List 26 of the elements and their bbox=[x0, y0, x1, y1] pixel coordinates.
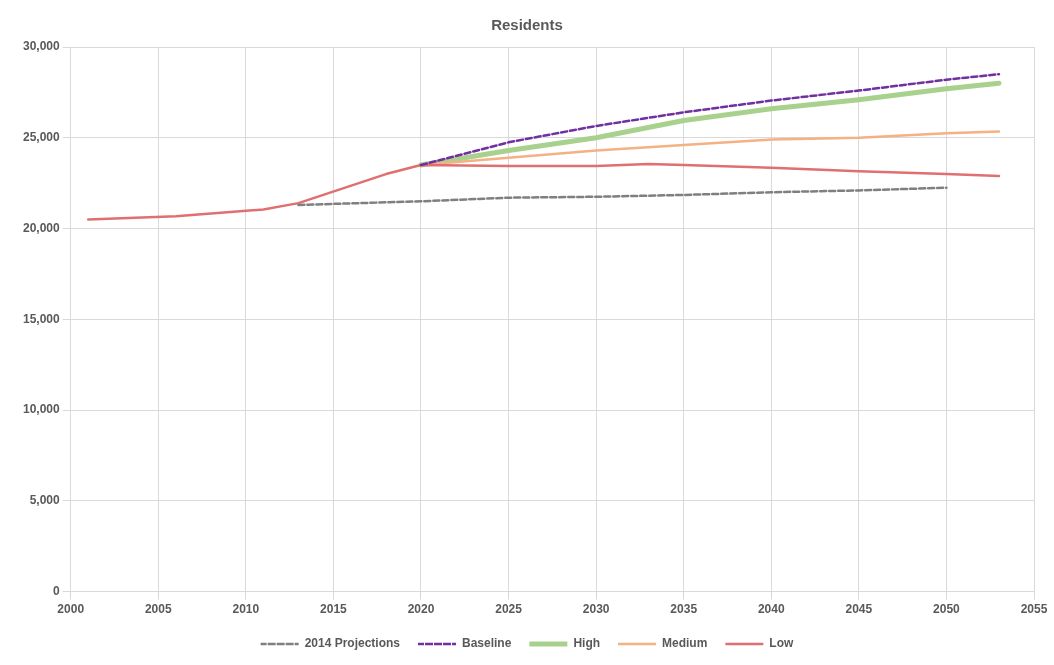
x-tick-label: 2020 bbox=[407, 602, 435, 617]
x-tick-label: 2015 bbox=[320, 602, 348, 617]
legend-label: Baseline bbox=[462, 636, 512, 651]
chart-title: Residents bbox=[491, 16, 563, 34]
y-tick-label: 0 bbox=[53, 583, 61, 598]
x-tick-label: 2010 bbox=[232, 602, 260, 617]
y-tick-label: 5,000 bbox=[29, 493, 61, 508]
legend-label: Low bbox=[769, 636, 795, 651]
legend-label: Medium bbox=[662, 636, 708, 651]
y-tick-label: 25,000 bbox=[23, 130, 61, 145]
x-tick-label: 2000 bbox=[57, 602, 85, 617]
x-tick-label: 2050 bbox=[933, 602, 961, 617]
x-tick-label: 2025 bbox=[495, 602, 523, 617]
y-tick-label: 30,000 bbox=[23, 39, 61, 54]
x-tick-label: 2035 bbox=[670, 602, 698, 617]
x-tick-label: 2055 bbox=[1020, 602, 1048, 617]
y-tick-label: 20,000 bbox=[23, 220, 61, 235]
x-tick-label: 2040 bbox=[757, 602, 785, 617]
legend-label: 2014 Projections bbox=[304, 636, 401, 651]
x-tick-label: 2045 bbox=[845, 602, 873, 617]
x-tick-label: 2005 bbox=[144, 602, 172, 617]
line-series bbox=[297, 186, 948, 207]
y-tick-label: 15,000 bbox=[23, 311, 61, 326]
y-tick-label: 10,000 bbox=[23, 402, 61, 417]
x-tick-label: 2030 bbox=[582, 602, 610, 617]
legend-label: High bbox=[573, 636, 601, 651]
